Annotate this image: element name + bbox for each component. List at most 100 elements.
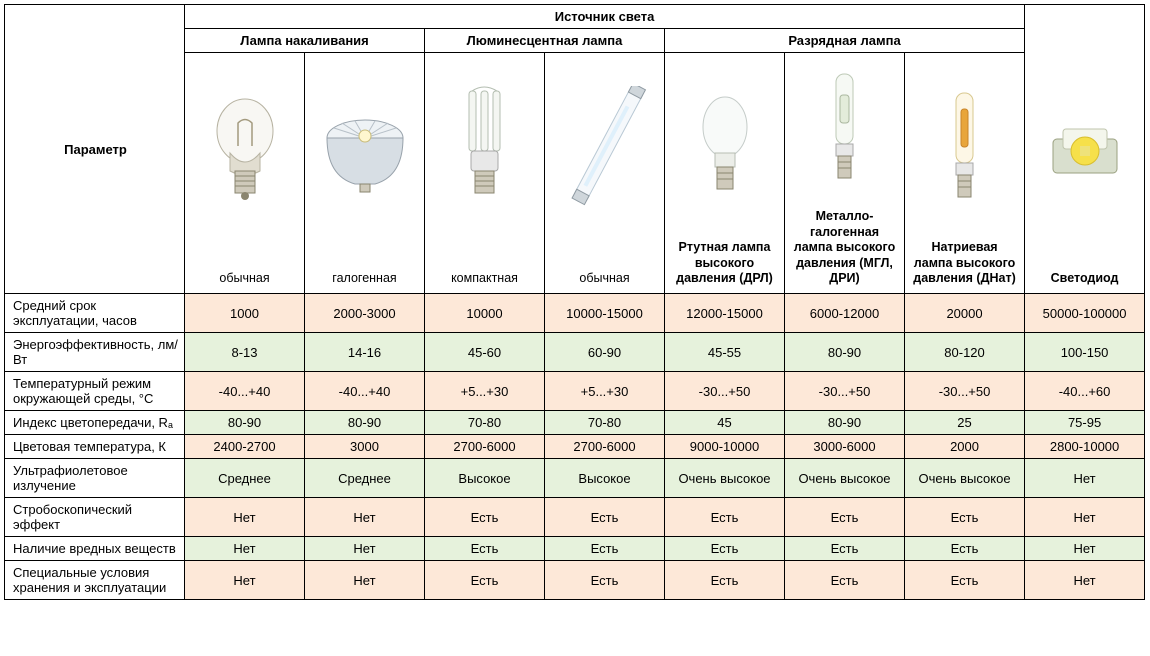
- param-name: Стробоскопический эффект: [5, 498, 185, 537]
- halogen-reflector-icon: [311, 81, 418, 221]
- table-row: Цветовая температура, К2400-270030002700…: [5, 435, 1145, 459]
- param-value: 50000-100000: [1025, 294, 1145, 333]
- lamp-col-sodium: Натриевая лампа высокого давления (ДНат): [905, 53, 1025, 294]
- param-value: 1000: [185, 294, 305, 333]
- param-value: +5...+30: [545, 372, 665, 411]
- param-value: 20000: [905, 294, 1025, 333]
- param-value: Нет: [185, 561, 305, 600]
- cfl-icon: [431, 81, 538, 221]
- param-name: Специальные условия хранения и эксплуата…: [5, 561, 185, 600]
- metal-halide-icon: [791, 63, 898, 203]
- fluorescent-tube-icon: [551, 81, 658, 221]
- light-source-comparison-table: Параметр Источник света Светодиод Лампа …: [4, 4, 1145, 600]
- table-row: Специальные условия хранения и эксплуата…: [5, 561, 1145, 600]
- param-value: Есть: [545, 498, 665, 537]
- param-name: Ультрафиолетовое излучение: [5, 459, 185, 498]
- param-value: Нет: [185, 537, 305, 561]
- param-value: 10000-15000: [545, 294, 665, 333]
- param-value: 25: [905, 411, 1025, 435]
- param-value: 3000-6000: [785, 435, 905, 459]
- param-value: Есть: [665, 537, 785, 561]
- table-body: Средний срок эксплуатации, часов10002000…: [5, 294, 1145, 600]
- table-row: Ультрафиолетовое излучениеСреднееСреднее…: [5, 459, 1145, 498]
- param-value: 2800-10000: [1025, 435, 1145, 459]
- param-value: Среднее: [305, 459, 425, 498]
- param-value: -30...+50: [785, 372, 905, 411]
- param-value: Есть: [905, 561, 1025, 600]
- param-name: Температурный режим окружающей среды, °C: [5, 372, 185, 411]
- param-value: 80-90: [185, 411, 305, 435]
- param-value: 45-55: [665, 333, 785, 372]
- param-value: -40...+40: [305, 372, 425, 411]
- param-header: Параметр: [5, 5, 185, 294]
- param-value: 3000: [305, 435, 425, 459]
- param-value: 100-150: [1025, 333, 1145, 372]
- param-value: 60-90: [545, 333, 665, 372]
- param-value: +5...+30: [425, 372, 545, 411]
- param-value: Нет: [1025, 537, 1145, 561]
- param-value: 14-16: [305, 333, 425, 372]
- param-value: Есть: [665, 561, 785, 600]
- table-row: Стробоскопический эффектНетНетЕстьЕстьЕс…: [5, 498, 1145, 537]
- table-row: Температурный режим окружающей среды, °C…: [5, 372, 1145, 411]
- param-value: -30...+50: [905, 372, 1025, 411]
- param-value: Среднее: [185, 459, 305, 498]
- param-value: Есть: [425, 561, 545, 600]
- param-value: Есть: [425, 537, 545, 561]
- param-name: Энергоэффективность, лм/Вт: [5, 333, 185, 372]
- param-value: -40...+60: [1025, 372, 1145, 411]
- param-name: Наличие вредных веществ: [5, 537, 185, 561]
- lamp-col-incandescent: обычная: [185, 53, 305, 294]
- param-value: Есть: [785, 561, 905, 600]
- param-value: Есть: [665, 498, 785, 537]
- param-value: Есть: [785, 537, 905, 561]
- param-value: Высокое: [425, 459, 545, 498]
- incandescent-bulb-icon: [191, 81, 298, 221]
- param-value: Есть: [545, 537, 665, 561]
- table-row: Энергоэффективность, лм/Вт8-1314-1645-60…: [5, 333, 1145, 372]
- param-value: -30...+50: [665, 372, 785, 411]
- param-value: Нет: [1025, 459, 1145, 498]
- table-row: Средний срок эксплуатации, часов10002000…: [5, 294, 1145, 333]
- param-value: 80-90: [305, 411, 425, 435]
- param-value: 80-90: [785, 333, 905, 372]
- param-value: 70-80: [545, 411, 665, 435]
- param-value: 2000: [905, 435, 1025, 459]
- param-value: Высокое: [545, 459, 665, 498]
- header-top: Источник света: [185, 5, 1025, 29]
- lamp-col-cfl: компактная: [425, 53, 545, 294]
- param-value: Есть: [905, 537, 1025, 561]
- param-value: 12000-15000: [665, 294, 785, 333]
- param-value: -40...+40: [185, 372, 305, 411]
- lamp-col-halogen: галогенная: [305, 53, 425, 294]
- param-value: 80-90: [785, 411, 905, 435]
- group-fluorescent: Люминесцентная лампа: [425, 29, 665, 53]
- param-value: Нет: [305, 537, 425, 561]
- param-value: Нет: [1025, 561, 1145, 600]
- param-value: 10000: [425, 294, 545, 333]
- param-value: 2700-6000: [545, 435, 665, 459]
- param-value: 2000-3000: [305, 294, 425, 333]
- param-value: 45-60: [425, 333, 545, 372]
- param-value: 70-80: [425, 411, 545, 435]
- param-value: Нет: [1025, 498, 1145, 537]
- param-value: 45: [665, 411, 785, 435]
- param-name: Цветовая температура, К: [5, 435, 185, 459]
- lamp-col-led: Светодиод: [1025, 5, 1145, 294]
- param-value: Нет: [305, 561, 425, 600]
- param-name: Средний срок эксплуатации, часов: [5, 294, 185, 333]
- lamp-col-metal-halide: Металло-галогенная лампа высокого давлен…: [785, 53, 905, 294]
- param-name: Индекс цветопередачи, Rₐ: [5, 411, 185, 435]
- table-row: Индекс цветопередачи, Rₐ80-9080-9070-807…: [5, 411, 1145, 435]
- param-value: Есть: [905, 498, 1025, 537]
- param-value: Есть: [425, 498, 545, 537]
- param-value: Нет: [305, 498, 425, 537]
- mercury-hid-icon: [671, 81, 778, 221]
- param-value: Очень высокое: [785, 459, 905, 498]
- param-value: 75-95: [1025, 411, 1145, 435]
- group-discharge: Разрядная лампа: [665, 29, 1025, 53]
- param-value: 9000-10000: [665, 435, 785, 459]
- param-value: 6000-12000: [785, 294, 905, 333]
- param-value: Есть: [785, 498, 905, 537]
- lamp-col-mercury: Ртутная лампа высокого давления (ДРЛ): [665, 53, 785, 294]
